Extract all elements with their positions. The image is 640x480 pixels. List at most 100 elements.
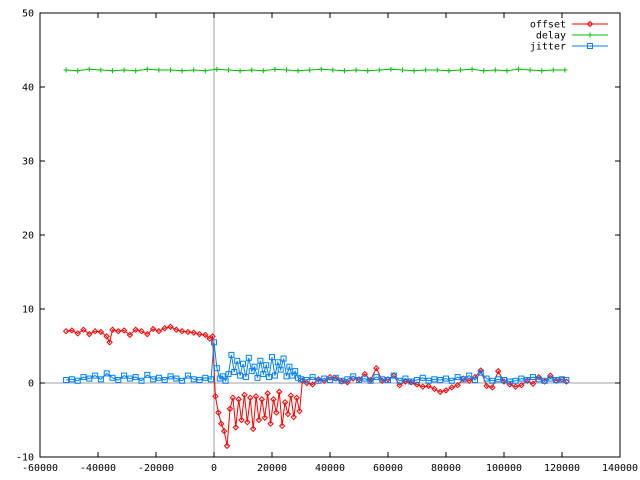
y-tick-label: 20 [22,231,34,242]
data-point-offset [74,330,81,337]
data-point-offset [448,384,456,391]
data-point-delay [562,67,568,73]
data-point-jitter [208,376,215,383]
data-point-offset [173,326,180,333]
data-point-jitter [553,377,560,384]
data-point-jitter [338,377,345,384]
x-tick-label: -60000 [22,463,58,474]
data-point-jitter [228,351,235,358]
data-point-delay [434,67,440,73]
data-point-jitter [68,376,75,383]
data-point-offset [419,383,427,390]
data-point-jitter [454,374,461,381]
data-point-delay [249,67,255,73]
data-point-jitter [501,377,507,384]
data-point-offset [190,329,197,336]
data-point-offset [86,330,93,338]
data-point-offset [284,410,292,418]
data-point-offset [273,409,280,416]
legend-label-delay: delay [536,31,566,42]
data-point-offset [161,325,168,332]
data-point-offset [529,380,537,387]
data-point-offset [241,391,248,399]
data-point-jitter [344,376,351,383]
data-point-jitter [350,373,357,380]
data-point-delay [400,67,405,73]
legend-marker-jitter [587,43,593,49]
data-point-offset [209,333,216,340]
x-tick-label: -40000 [80,463,116,474]
data-point-jitter [138,377,145,384]
data-point-delay [237,68,243,74]
data-point-offset [106,339,113,346]
data-point-jitter [80,374,87,381]
data-point-offset [212,393,219,400]
y-tick-label: 0 [28,379,34,390]
x-tick-label: -20000 [138,463,174,474]
data-point-delay [342,68,347,74]
data-point-offset [465,377,473,384]
data-point-offset [361,370,369,378]
data-point-jitter [225,371,232,378]
data-point-jitter [242,374,249,381]
data-point-jitter [373,374,380,381]
data-point-jitter [115,377,122,384]
data-point-offset [287,392,295,399]
data-point-offset [132,326,139,333]
data-point-delay [156,67,162,73]
data-point-jitter [385,377,391,384]
y-tick-label: 40 [22,83,34,94]
data-point-jitter [211,339,217,346]
data-point-jitter [379,376,386,383]
data-point-offset [167,323,174,330]
data-point-offset [232,424,239,431]
data-point-offset [235,396,242,403]
y-tick-label: 50 [22,9,34,20]
data-point-delay [527,67,533,73]
data-point-jitter [190,376,197,383]
data-point-jitter [535,376,542,383]
data-point-jitter [283,373,290,380]
data-point-jitter [263,362,270,369]
y-tick-label: -10 [16,453,34,464]
series-layer [62,66,570,450]
data-point-offset [223,442,231,450]
data-point-delay [226,67,231,73]
data-point-jitter [126,375,133,382]
data-point-jitter [280,355,287,362]
data-point-delay [446,68,452,74]
data-point-jitter [414,377,420,384]
data-point-jitter [92,372,99,379]
data-point-jitter [547,375,554,382]
data-point-offset [178,327,186,335]
data-point-jitter [196,377,203,384]
data-point-jitter [251,363,258,370]
data-point-jitter [103,370,110,377]
data-point-jitter [155,374,162,381]
data-point-delay [63,67,69,73]
data-point-offset [270,396,277,403]
data-point-jitter [86,375,93,382]
data-point-delay [411,68,417,74]
data-point-delay [307,67,313,73]
legend-marker-delay [587,32,593,38]
data-point-jitter [161,377,168,384]
data-point-offset [373,364,380,372]
data-point-offset [278,422,286,430]
data-point-delay [179,68,185,74]
data-point-delay [284,67,289,73]
data-point-jitter [184,372,191,379]
data-point-jitter [286,363,293,370]
data-point-jitter [361,375,368,382]
x-tick-label: 140000 [602,463,638,474]
data-point-offset [238,416,245,424]
data-point-delay [539,68,545,74]
data-point-delay [168,67,173,73]
data-point-jitter [274,359,281,366]
data-point-jitter [245,354,252,361]
data-point-jitter [425,377,432,384]
data-point-offset [109,326,116,333]
ticks-layer: -60000 -40000 -20000 0 20000 40000 60000 80000 1… [16,9,638,475]
